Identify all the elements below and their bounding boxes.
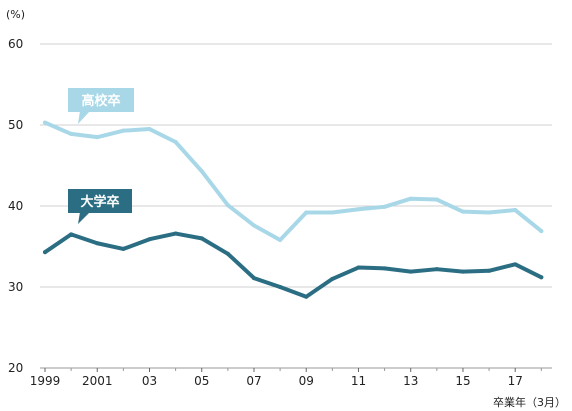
series-1-point-2002 bbox=[121, 246, 126, 251]
x-tick-label-2017: 17 bbox=[508, 374, 523, 388]
series-1-point-2015 bbox=[460, 269, 465, 274]
x-tick-label-2011: 11 bbox=[351, 374, 366, 388]
series-label-box-1 bbox=[68, 189, 132, 213]
series-0-point-2004 bbox=[173, 140, 178, 145]
series-1-point-2003 bbox=[147, 237, 152, 242]
series-0-point-1999 bbox=[43, 120, 47, 125]
series-0-point-2009 bbox=[304, 210, 309, 215]
series-0-point-2018 bbox=[539, 229, 544, 234]
series-1-point-2014 bbox=[434, 267, 439, 272]
x-tick-label-2003: 03 bbox=[142, 374, 157, 388]
y-tick-label-50: 50 bbox=[8, 118, 23, 132]
series-label-pointer-1 bbox=[78, 212, 90, 224]
series-1-point-2009 bbox=[304, 294, 309, 299]
series-0-point-2013 bbox=[408, 196, 413, 201]
y-tick-label-20: 20 bbox=[8, 361, 23, 375]
series-0-point-2015 bbox=[460, 209, 465, 214]
x-tick-label-2009: 09 bbox=[299, 374, 314, 388]
series-1-point-2004 bbox=[173, 231, 178, 236]
series-1-point-2000 bbox=[69, 232, 74, 237]
x-tick-label-2013: 13 bbox=[403, 374, 418, 388]
series-1-point-2006 bbox=[225, 251, 230, 256]
y-tick-label-30: 30 bbox=[8, 280, 23, 294]
x-tick-label-2001: 2001 bbox=[82, 374, 113, 388]
series-1-point-2007 bbox=[251, 276, 256, 281]
series-1-point-2017 bbox=[513, 262, 518, 267]
series-0-point-2017 bbox=[513, 208, 518, 213]
series-0-point-2014 bbox=[434, 197, 439, 202]
series-1-point-2012 bbox=[382, 266, 387, 271]
x-tick-label-2005: 05 bbox=[194, 374, 209, 388]
series-line-0 bbox=[43, 120, 544, 243]
x-axis-label: 卒業年（3月） bbox=[493, 395, 566, 409]
series-0-point-2012 bbox=[382, 204, 387, 209]
series-0-point-2001 bbox=[95, 135, 100, 140]
series-0-point-2002 bbox=[121, 128, 126, 133]
y-tick-label-40: 40 bbox=[8, 199, 23, 213]
series-0-point-2008 bbox=[278, 238, 283, 243]
series-1-point-2016 bbox=[487, 268, 492, 273]
series-1-point-1999 bbox=[43, 250, 47, 255]
x-tick-label-2015: 15 bbox=[455, 374, 470, 388]
series-0-point-2005 bbox=[199, 169, 204, 174]
series-0-point-2000 bbox=[69, 131, 74, 136]
series-label-0: 高校卒 bbox=[81, 93, 120, 109]
series-0-point-2003 bbox=[147, 127, 152, 132]
series-1-point-2013 bbox=[408, 269, 413, 274]
x-tick-label-2007: 07 bbox=[246, 374, 261, 388]
series-0-point-2010 bbox=[330, 210, 335, 215]
series-line-1 bbox=[43, 231, 544, 299]
series-1-point-2005 bbox=[199, 236, 204, 241]
series-1-point-2001 bbox=[95, 241, 100, 246]
x-tick-label-1999: 1999 bbox=[30, 374, 61, 388]
y-unit-label: (%) bbox=[6, 8, 25, 21]
series-1-point-2011 bbox=[356, 265, 361, 270]
y-tick-label-60: 60 bbox=[8, 37, 23, 51]
series-0-point-2011 bbox=[356, 207, 361, 212]
series-1-point-2018 bbox=[539, 275, 544, 280]
series-1-point-2010 bbox=[330, 276, 335, 281]
series-label-box-0 bbox=[68, 88, 134, 112]
series-label-pointer-0 bbox=[78, 111, 90, 124]
series-0-point-2006 bbox=[225, 203, 230, 208]
series-0-point-2007 bbox=[251, 223, 256, 228]
series-1-point-2008 bbox=[278, 285, 283, 289]
series-0-point-2016 bbox=[487, 210, 492, 215]
series-label-1: 大学卒 bbox=[80, 194, 119, 210]
